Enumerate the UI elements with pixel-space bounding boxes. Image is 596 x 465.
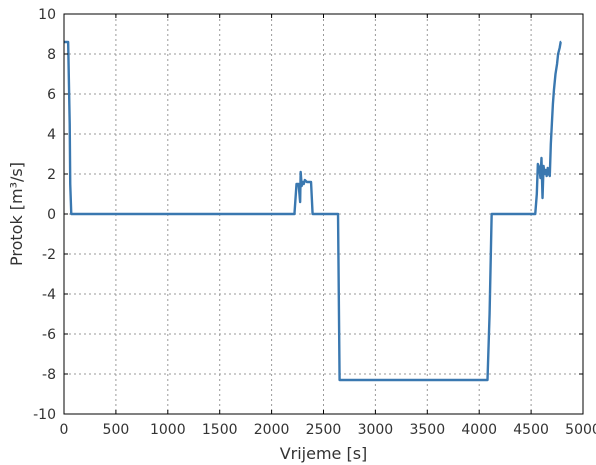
y-tick-label: 8 [47, 47, 56, 63]
x-tick-label: 4000 [461, 422, 497, 438]
x-tick-label: 500 [103, 422, 130, 438]
series-group [64, 40, 562, 382]
x-tick-label: 1000 [150, 422, 186, 438]
x-tick-label: 4500 [513, 422, 549, 438]
y-tick-label: 6 [47, 87, 56, 103]
y-tick-label: -6 [42, 327, 56, 343]
x-tick-label: 0 [60, 422, 69, 438]
y-tick-label: -10 [33, 407, 56, 423]
tick-marks [63, 13, 584, 415]
x-tick-label: 5000 [565, 422, 596, 438]
x-tick-label: 3000 [358, 422, 394, 438]
y-tick-label: 10 [38, 7, 56, 23]
y-tick-label: -8 [42, 367, 56, 383]
y-tick-label: -2 [42, 247, 56, 263]
y-axis-title: Protok [m³/s] [7, 162, 26, 266]
x-tick-label: 1500 [202, 422, 238, 438]
y-tick-label: 4 [47, 127, 56, 143]
x-tick-label: 3500 [409, 422, 445, 438]
y-tick-labels: -10 -8 -6 -4 -2 0 2 4 6 8 10 [33, 7, 56, 423]
y-tick-label: 2 [47, 167, 56, 183]
y-tick-label: -4 [42, 287, 56, 303]
series-line [64, 40, 562, 382]
x-tick-label: 2000 [254, 422, 290, 438]
x-tick-label: 2500 [306, 422, 342, 438]
y-tick-label: 0 [47, 207, 56, 223]
x-axis-title: Vrijeme [s] [280, 444, 368, 463]
x-tick-labels: 0 500 1000 1500 2000 2500 3000 3500 4000 4500 5000 [60, 422, 596, 438]
